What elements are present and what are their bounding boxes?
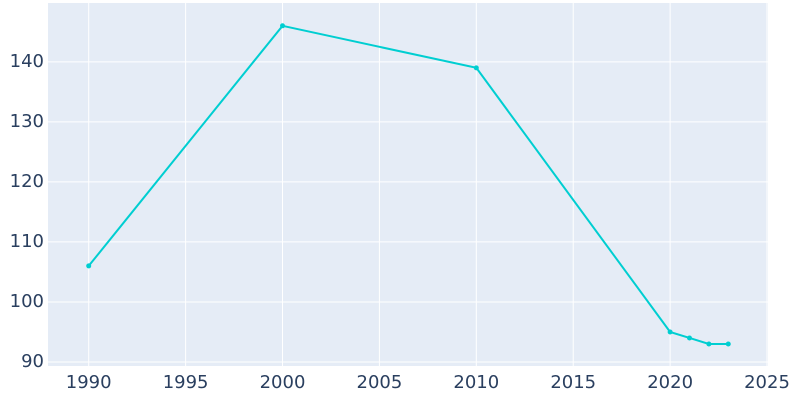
x-tick-label: 2005 (357, 372, 403, 393)
point (725, 341, 731, 347)
y-tick-label: 130 (10, 111, 44, 132)
x-tick-label: 1990 (66, 372, 112, 393)
x-tick-label: 2015 (550, 372, 596, 393)
x-tick-label: 2020 (647, 372, 693, 393)
point (280, 23, 286, 29)
x-tick-label: 1995 (163, 372, 209, 393)
x-tick-label: 2000 (260, 372, 306, 393)
x-tick-label: 2025 (744, 372, 790, 393)
point (667, 329, 673, 335)
y-tick-label: 120 (10, 171, 44, 192)
y-tick-label: 110 (10, 231, 44, 252)
point (706, 341, 712, 347)
y-tick-label: 100 (10, 291, 44, 312)
point (687, 335, 693, 341)
point (473, 65, 479, 71)
plot-area (48, 3, 768, 366)
y-tick-label: 140 (10, 51, 44, 72)
x-tick-label: 2010 (453, 372, 499, 393)
point (86, 263, 92, 269)
y-tick-label: 90 (21, 351, 44, 372)
